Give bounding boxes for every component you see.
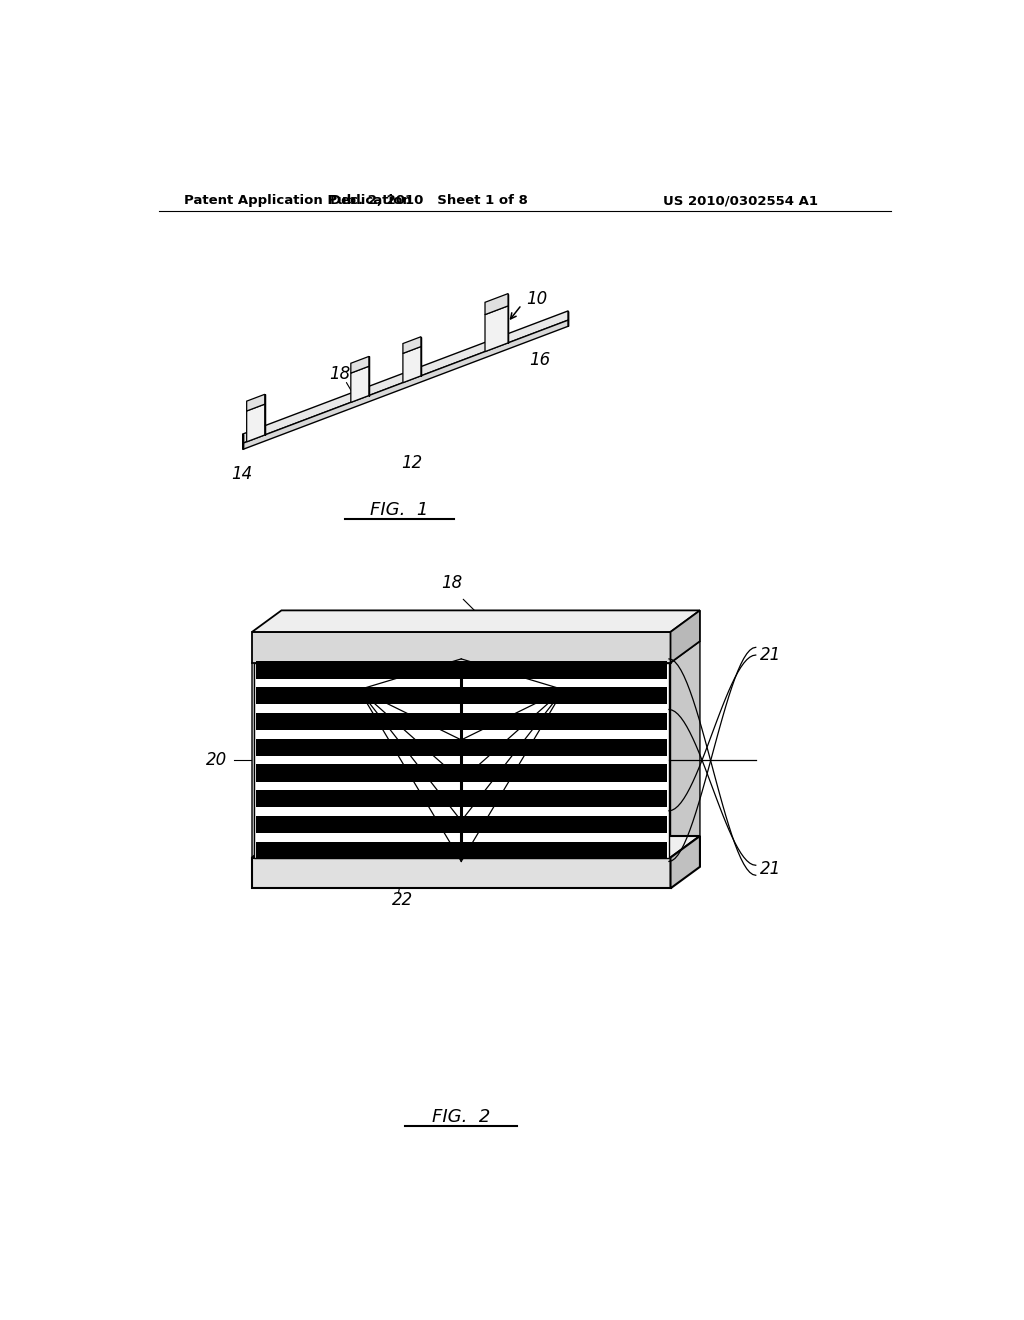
Polygon shape <box>254 663 669 858</box>
Text: 18: 18 <box>330 366 351 383</box>
Text: 12: 12 <box>401 454 423 471</box>
Polygon shape <box>351 356 369 374</box>
Bar <box>256 661 667 678</box>
Polygon shape <box>252 858 671 888</box>
Polygon shape <box>338 682 389 689</box>
Polygon shape <box>247 395 265 411</box>
Polygon shape <box>252 642 282 858</box>
Polygon shape <box>402 337 421 354</box>
Bar <box>256 842 667 859</box>
Polygon shape <box>671 610 700 663</box>
Polygon shape <box>243 312 568 444</box>
Text: 14: 14 <box>231 465 252 483</box>
Text: 21: 21 <box>760 861 781 878</box>
Polygon shape <box>351 366 369 403</box>
Polygon shape <box>543 682 594 689</box>
Text: 20: 20 <box>206 751 227 770</box>
Text: Patent Application Publication: Patent Application Publication <box>183 194 412 207</box>
Polygon shape <box>252 632 671 663</box>
Polygon shape <box>671 836 700 888</box>
Text: FIG.  2: FIG. 2 <box>432 1107 490 1126</box>
Text: 21: 21 <box>760 645 781 664</box>
Polygon shape <box>252 836 700 858</box>
Polygon shape <box>338 663 380 689</box>
Text: Dec. 2, 2010   Sheet 1 of 8: Dec. 2, 2010 Sheet 1 of 8 <box>330 194 527 207</box>
Text: FIG.  1: FIG. 1 <box>370 502 428 519</box>
Text: 16: 16 <box>529 351 551 370</box>
Polygon shape <box>671 642 700 858</box>
Bar <box>256 739 667 756</box>
Bar <box>256 688 667 705</box>
Polygon shape <box>252 610 700 632</box>
Text: 16: 16 <box>287 689 308 706</box>
Polygon shape <box>485 306 508 351</box>
Bar <box>256 764 667 781</box>
Bar <box>256 816 667 833</box>
Bar <box>256 713 667 730</box>
Text: 12: 12 <box>459 689 479 706</box>
Text: US 2010/0302554 A1: US 2010/0302554 A1 <box>663 194 818 207</box>
Text: 18: 18 <box>441 574 463 591</box>
Text: 10: 10 <box>526 289 548 308</box>
Text: 22: 22 <box>391 891 413 909</box>
Polygon shape <box>543 663 585 689</box>
Polygon shape <box>402 347 421 383</box>
Polygon shape <box>243 321 568 449</box>
Polygon shape <box>247 404 265 442</box>
Bar <box>256 791 667 808</box>
Text: 14: 14 <box>655 665 676 684</box>
Polygon shape <box>485 293 508 314</box>
